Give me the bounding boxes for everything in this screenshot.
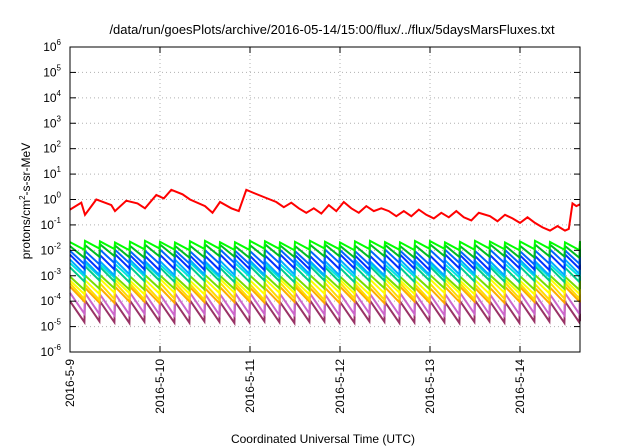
y-tick-label: 10-4 [41, 292, 62, 308]
y-tick-base: 10 [41, 243, 55, 257]
y-tick-base: 10 [41, 320, 55, 334]
y-tick-label: 103 [43, 114, 61, 130]
y-tick-label: 104 [43, 89, 61, 105]
y-tick-label: 106 [43, 38, 61, 54]
chart-title: /data/run/goesPlots/archive/2016-05-14/1… [109, 22, 555, 37]
y-tick-exp: 6 [57, 38, 62, 47]
y-tick-exp: 3 [57, 114, 62, 123]
x-axis-label: Coordinated Universal Time (UTC) [231, 432, 415, 446]
y-tick-base: 10 [41, 269, 55, 283]
y-tick-base: 10 [43, 91, 57, 105]
y-tick-exp: 1 [57, 165, 62, 174]
x-tick-label: 2016-5-10 [153, 359, 167, 414]
x-tick-label: 2016-5-12 [333, 359, 347, 414]
y-tick-exp: 2 [57, 140, 62, 149]
y-axis-label-rest: -s-sr-MeV [19, 143, 33, 196]
y-tick-base: 10 [43, 65, 57, 79]
flux-series-line [69, 242, 581, 260]
y-axis-label: protons/cm2-s-sr-MeV [18, 143, 33, 259]
y-tick-base: 10 [43, 142, 57, 156]
y-tick-label: 100 [43, 191, 61, 207]
y-tick-label: 10-5 [41, 318, 62, 334]
x-tick-label: 2016-5-11 [243, 359, 257, 413]
plot-frame [69, 46, 581, 353]
y-tick-exp: -3 [54, 267, 62, 276]
y-tick-exp: -6 [54, 343, 62, 352]
x-tick-label: 2016-5-13 [423, 359, 437, 414]
y-tick-base: 10 [41, 345, 55, 359]
y-tick-base: 10 [43, 193, 57, 207]
y-tick-base: 10 [43, 116, 57, 130]
x-tick-label: 2016-5-14 [513, 359, 527, 414]
axes: 10-610-510-410-310-210-11001011021031041… [41, 38, 581, 414]
y-tick-label: 10-6 [41, 343, 62, 359]
y-tick-label: 10-1 [41, 216, 62, 232]
y-tick-exp: 4 [57, 89, 62, 98]
y-tick-exp: -2 [54, 241, 62, 250]
x-tick-label: 2016-5-9 [63, 359, 77, 407]
y-tick-label: 101 [43, 165, 61, 181]
series-layer [69, 188, 581, 327]
y-tick-exp: -5 [54, 318, 62, 327]
y-tick-label: 10-3 [41, 267, 62, 283]
y-tick-label: 102 [43, 140, 61, 156]
y-tick-exp: -4 [54, 292, 62, 301]
y-tick-base: 10 [43, 167, 57, 181]
y-tick-exp: -1 [54, 216, 62, 225]
y-tick-label: 105 [43, 63, 61, 79]
flux-series-line-red [69, 188, 581, 232]
y-axis-label-base: protons/cm [19, 200, 33, 259]
flux-series-line [69, 239, 581, 252]
y-tick-base: 10 [41, 294, 55, 308]
y-tick-label: 10-2 [41, 241, 62, 257]
y-tick-base: 10 [43, 40, 57, 54]
y-tick-base: 10 [41, 218, 55, 232]
y-axis-label-sup: 2 [18, 195, 27, 200]
y-tick-exp: 0 [57, 191, 62, 200]
y-tick-exp: 5 [57, 63, 62, 72]
